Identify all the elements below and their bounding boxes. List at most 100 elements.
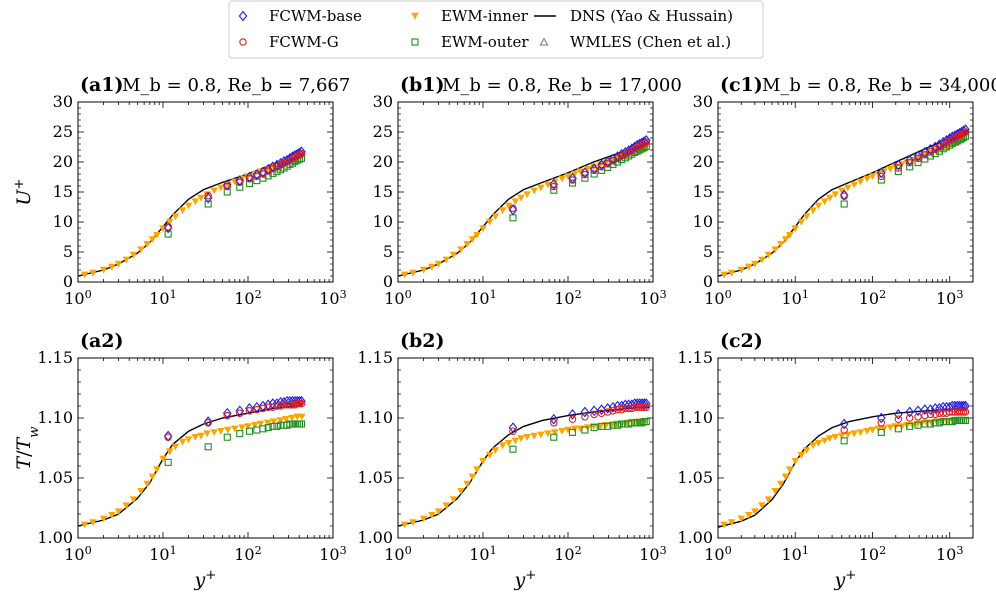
point-ewm-outer (550, 433, 558, 441)
y-tick-label: 20 (373, 152, 393, 171)
point-fcwm-base (245, 403, 254, 414)
point-ewm-inner (583, 166, 592, 173)
point-ewm-inner (837, 187, 846, 195)
point-ewm-inner (114, 508, 123, 516)
point-ewm-outer (273, 422, 281, 430)
point-ewm-outer (581, 426, 589, 434)
legend-frame (228, 0, 764, 59)
point-ewm-inner (523, 434, 531, 441)
point-fcwm-g (935, 143, 944, 151)
point-fcwm-g (245, 175, 254, 183)
point-ewm-inner (143, 480, 151, 488)
point-fcwm-g (921, 411, 929, 420)
point-ewm-inner (511, 437, 520, 445)
x-tick-label: 102 (234, 544, 261, 565)
point-fcwm-g (613, 405, 622, 414)
y-tick-label: 10 (693, 212, 713, 231)
point-ewm-outer (931, 419, 939, 427)
point-fcwm-g (590, 166, 598, 175)
point-ewm-inner (802, 447, 811, 454)
point-ewm-inner (781, 236, 790, 243)
point-ewm-inner (576, 168, 585, 176)
point-ewm-outer (914, 421, 922, 429)
point-ewm-inner (558, 428, 566, 435)
point-fcwm-g (297, 149, 306, 158)
point-fcwm-g (288, 401, 297, 409)
point-ewm-inner (244, 423, 252, 430)
point-ewm-outer (618, 420, 626, 428)
point-ewm-inner (771, 246, 779, 254)
point-ewm-inner (744, 512, 753, 519)
point-ewm-inner (850, 430, 859, 438)
point-ewm-inner (457, 488, 465, 495)
panel-label: (a2) (80, 330, 124, 352)
point-ewm-outer (509, 445, 517, 453)
point-fcwm-base (549, 413, 559, 425)
point-ewm-outer (906, 422, 914, 430)
point-fcwm-base (272, 398, 282, 409)
point-ewm-inner (224, 426, 232, 434)
x-tick-label: 100 (384, 544, 411, 565)
axes-frame (717, 357, 974, 539)
point-ewm-outer (236, 430, 244, 438)
legend-label-fcwm_g: FCWM-G (269, 33, 339, 51)
x-tick-label: 100 (704, 544, 731, 565)
series-line-dns (397, 141, 650, 277)
point-ewm-outer (236, 183, 244, 191)
y-tick-label: 1.15 (677, 348, 713, 367)
legend-swatch-ewm_outer (411, 38, 419, 46)
point-ewm-inner (122, 256, 131, 264)
point-fcwm-g (914, 413, 922, 421)
point-ewm-inner (184, 202, 193, 210)
x-tick-label: 101 (782, 544, 809, 565)
point-fcwm-g (590, 410, 598, 419)
y-tick-label: 30 (693, 92, 713, 111)
point-fcwm-base (222, 407, 232, 419)
point-fcwm-base (263, 399, 273, 411)
y-tick-label: 20 (53, 152, 73, 171)
point-ewm-inner (551, 429, 559, 436)
point-ewm-inner (400, 521, 409, 529)
point-fcwm-g (931, 145, 939, 154)
point-fcwm-g (509, 427, 517, 435)
panel-b1: 100 101 102 103 0 5 10 15 20 25 30 (b1)M_b = 0.8, R… (373, 74, 682, 308)
point-ewm-outer (204, 443, 212, 451)
point-ewm-inner (856, 429, 865, 436)
point-ewm-outer (894, 168, 902, 176)
point-fcwm-base (589, 405, 599, 417)
point-ewm-outer (609, 421, 617, 429)
point-fcwm-base (608, 401, 618, 413)
point-fcwm-g (597, 163, 606, 171)
point-ewm-inner (178, 207, 187, 215)
point-ewm-outer (931, 150, 939, 158)
x-axis-label: y+ (834, 568, 857, 592)
point-ewm-inner (250, 422, 259, 429)
point-ewm-inner (530, 432, 538, 440)
x-tick-label: 100 (704, 288, 731, 309)
point-fcwm-g (253, 172, 261, 181)
point-fcwm-base (957, 400, 966, 412)
point-fcwm-g (164, 223, 172, 231)
point-ewm-outer (164, 458, 172, 466)
point-fcwm-g (894, 164, 903, 172)
point-ewm-outer (581, 174, 589, 182)
point-fcwm-base (163, 222, 173, 234)
point-fcwm-base (905, 154, 914, 166)
y-tick-label: 1.15 (357, 348, 393, 367)
point-ewm-inner (210, 187, 218, 195)
point-fcwm-g (550, 182, 558, 191)
x-tick-label: 102 (234, 288, 261, 309)
x-tick-label: 102 (554, 544, 581, 565)
x-axis-label: y+ (514, 568, 537, 592)
point-fcwm-base (508, 422, 518, 433)
x-tick-label: 102 (554, 288, 581, 309)
point-ewm-inner (868, 426, 877, 434)
point-fcwm-g (905, 158, 914, 167)
axes-frame (77, 357, 334, 539)
legend-label-dns: DNS (Yao & Hussain) (570, 7, 733, 25)
point-fcwm-g (609, 407, 617, 415)
point-fcwm-base (913, 150, 923, 162)
y-tick-label: 1.00 (37, 528, 73, 547)
point-fcwm-g (550, 419, 558, 427)
point-ewm-outer (638, 419, 646, 427)
